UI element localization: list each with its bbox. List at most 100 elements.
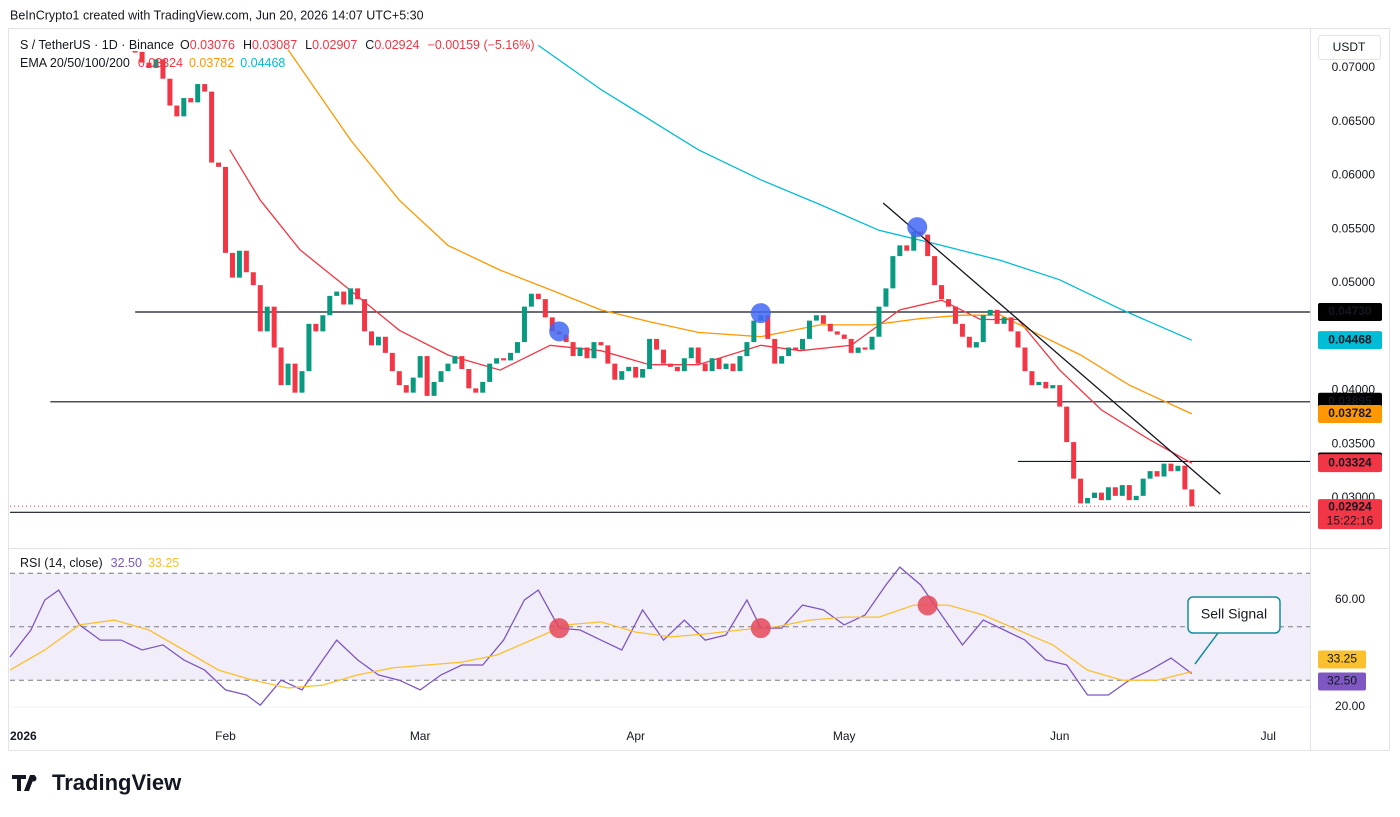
candle <box>501 358 507 361</box>
candle <box>264 306 270 332</box>
candle <box>473 388 479 393</box>
x-tick-label: Jun <box>1050 729 1069 743</box>
candle <box>730 363 736 372</box>
candle <box>508 352 514 361</box>
candle <box>876 306 882 337</box>
candle <box>1140 478 1146 496</box>
x-tick-label: Feb <box>215 729 236 743</box>
x-tick-label: Mar <box>410 729 431 743</box>
y-tick-label: 0.06000 <box>1332 168 1376 182</box>
attribution: BeInCrypto1 created with TradingView.com… <box>10 8 424 22</box>
price-tag <box>1318 404 1382 423</box>
candle <box>1050 385 1056 389</box>
ema-value: 0.03782 <box>189 56 234 70</box>
candle <box>403 385 409 393</box>
candle <box>667 363 673 367</box>
candle <box>487 363 493 382</box>
candle <box>1154 471 1160 477</box>
candle <box>195 84 201 103</box>
ohlc-value: 0.03087 <box>252 38 297 52</box>
currency-box[interactable] <box>1318 35 1381 60</box>
candle <box>633 366 639 378</box>
indicator-line <box>229 149 1193 464</box>
candle <box>480 381 486 393</box>
logo-dot <box>30 775 37 782</box>
candle <box>278 347 284 386</box>
candle <box>959 323 965 337</box>
candle <box>973 342 979 348</box>
candle <box>542 299 548 318</box>
y-tick-label: 0.05000 <box>1332 275 1376 289</box>
candle <box>591 342 597 359</box>
signal-marker <box>917 595 938 616</box>
candle <box>160 59 166 79</box>
symbol-title: S / TetherUS · 1D · Binance <box>20 38 174 52</box>
candle <box>994 309 1000 324</box>
candle <box>980 315 986 343</box>
candle <box>202 84 208 92</box>
candle <box>1071 442 1077 479</box>
candle <box>862 347 868 350</box>
candle <box>695 347 701 364</box>
y-tick-label: 0.05500 <box>1332 221 1376 235</box>
candle <box>1064 406 1070 443</box>
candle <box>939 285 945 300</box>
candle <box>1036 381 1042 386</box>
candle <box>1147 471 1153 479</box>
candle <box>535 293 541 300</box>
candle <box>181 98 187 117</box>
price-tag-label: 0.03895 <box>1328 394 1372 408</box>
candle <box>813 315 819 321</box>
ohlc-value: 0.03076 <box>190 38 235 52</box>
candle <box>598 342 604 346</box>
candle <box>216 162 222 167</box>
price-tag <box>1318 303 1382 322</box>
callout-box <box>1187 596 1281 634</box>
signal-marker <box>549 618 570 639</box>
ohlc-letter: H <box>243 38 252 52</box>
currency[interactable]: USDT <box>1333 40 1366 54</box>
candle <box>223 166 229 253</box>
candle <box>765 315 771 339</box>
candle <box>229 252 235 278</box>
callout-pointer <box>1194 632 1219 665</box>
current-price-label: 0.02924 <box>1328 499 1372 513</box>
countdown: 15:22:16 <box>1327 513 1374 527</box>
y-tick-label: 0.06500 <box>1332 114 1376 128</box>
candle <box>932 256 938 286</box>
indicator-line <box>9 566 1193 706</box>
candle <box>925 234 931 257</box>
signal-marker <box>750 303 771 324</box>
candle <box>869 336 875 350</box>
candle <box>688 347 694 359</box>
candle <box>236 250 242 278</box>
price-tag-label: 0.03782 <box>1328 406 1372 420</box>
x-tick-label: Jul <box>1261 729 1276 743</box>
candle <box>521 306 527 343</box>
candle <box>528 293 534 307</box>
candle <box>327 295 333 316</box>
candle <box>348 288 354 305</box>
candle <box>612 363 618 380</box>
candle <box>626 366 632 372</box>
candle <box>834 331 840 335</box>
candle <box>660 349 666 364</box>
candle <box>1112 487 1118 496</box>
candle <box>368 331 374 346</box>
candle <box>1168 463 1174 472</box>
ema-value: 0.04468 <box>240 56 285 70</box>
candle <box>1029 371 1035 386</box>
candle <box>744 342 750 357</box>
rsi-tag-label: 32.50 <box>1327 674 1357 688</box>
candle <box>452 356 458 364</box>
candle <box>320 315 326 332</box>
candle <box>257 285 263 332</box>
candle <box>313 323 319 332</box>
price-tag-label: 0.03324 <box>1328 455 1372 469</box>
candle <box>1119 485 1125 496</box>
candle <box>1161 463 1167 477</box>
candle <box>1008 317 1014 332</box>
candle <box>271 306 277 348</box>
candle <box>654 338 660 350</box>
candle <box>250 272 256 286</box>
